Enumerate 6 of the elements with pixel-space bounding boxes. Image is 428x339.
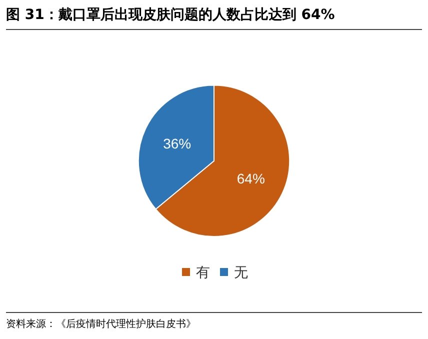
chart-title: 图 31：戴口罩后出现皮肤问题的人数占比达到 64%	[6, 6, 422, 30]
data-label: 36%	[163, 136, 192, 152]
legend-label: 无	[234, 264, 248, 280]
text: 资料来源：《后疫情时代理性护肤白皮书》	[6, 312, 422, 331]
legend-label: 有	[196, 264, 210, 280]
data-label: 64%	[236, 170, 265, 186]
